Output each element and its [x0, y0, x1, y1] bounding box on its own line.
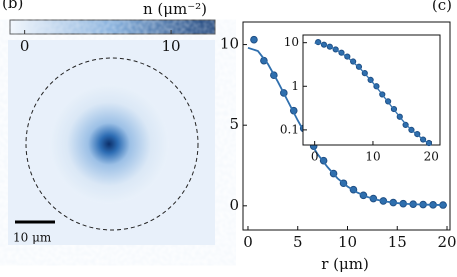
y-tick-label: 10 [220, 35, 239, 53]
panel-label: (b) [2, 0, 23, 12]
y-tick-label: 5 [229, 115, 239, 133]
y-tick-label: 0.1 [280, 122, 299, 136]
y-tick-label: 0 [229, 196, 239, 214]
y-tick-label: 1 [291, 79, 299, 93]
dashed-circle [25, 57, 199, 231]
x-tick-label: 5 [293, 233, 303, 251]
fit-line [314, 42, 432, 146]
x-tick-label: 10 [338, 233, 357, 251]
x-tick-label: 10 [365, 150, 380, 164]
colorbar [9, 19, 216, 35]
x-tick-label: 0 [311, 150, 319, 164]
fit-line [247, 46, 448, 206]
cloud [49, 84, 169, 204]
x-tick-label: 15 [388, 233, 407, 251]
x-tick-label: 20 [424, 150, 439, 164]
x-axis-label: r (μm) [321, 255, 369, 273]
colorbar-tick-label: 0 [20, 37, 30, 55]
panel-label: (c) [432, 0, 452, 14]
colorbar-label: n (μm⁻²) [143, 0, 207, 18]
x-tick-label: 0 [243, 233, 253, 251]
y-tick-label: 10 [284, 35, 299, 49]
colorbar-tick-label: 10 [162, 37, 181, 55]
x-tick-label: 20 [437, 233, 456, 251]
data-point [250, 35, 258, 44]
scale-bar-label: 10 μm [13, 231, 52, 245]
axes-frame [302, 34, 441, 146]
